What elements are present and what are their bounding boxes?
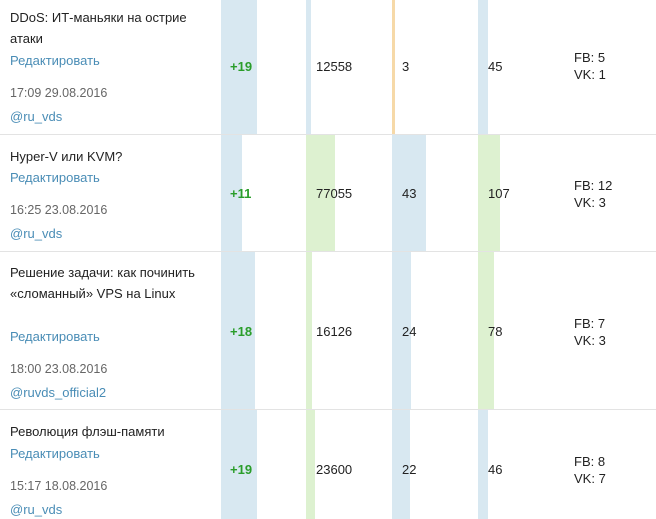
karma-bar [221,252,255,409]
views-value: 77055 [316,186,353,201]
social-shares: FB: 5 VK: 1 [574,49,606,83]
karma-bar [221,410,257,519]
post-title[interactable]: DDoS: ИТ-маньяки на острие атаки [10,10,187,46]
social-shares: FB: 8 VK: 7 [574,453,606,487]
social-shares: FB: 12 VK: 3 [574,177,612,211]
comments-value: 22 [402,462,417,477]
vk-shares: VK: 7 [574,471,606,486]
comments-bar [392,0,395,134]
edit-link[interactable]: Редактировать [10,170,100,185]
facebook-shares: FB: 7 [574,316,606,331]
views-value: 16126 [316,324,353,339]
views-value: 12558 [316,59,353,74]
views-bar [306,410,315,519]
edit-link[interactable]: Редактировать [10,329,100,344]
comments-bar [392,135,426,251]
vk-shares: VK: 1 [574,67,606,82]
table-row: Hyper-V или KVM? Редактировать 16:25 23.… [0,135,656,252]
edit-link[interactable]: Редактировать [10,53,100,68]
favorites-bar [478,410,488,519]
author-link[interactable]: @ruvds_official2 [10,385,107,400]
edit-link[interactable]: Редактировать [10,446,100,461]
comments-bar [392,252,411,409]
post-date: 16:25 23.08.2016 [10,203,108,217]
table-row: Решение задачи: как починить «сломанный»… [0,252,656,410]
vk-shares: VK: 3 [574,333,606,348]
facebook-shares: FB: 8 [574,454,606,469]
views-bar [306,135,335,251]
facebook-shares: FB: 12 [574,178,613,193]
views-bar [306,0,311,134]
karma-value: +19 [230,59,253,74]
karma-value: +19 [230,462,253,477]
karma-bar [221,0,257,134]
favorites-value: 78 [488,324,503,339]
author-link[interactable]: @ru_vds [10,226,63,241]
post-date: 15:17 18.08.2016 [10,479,108,493]
vk-shares: VK: 3 [574,195,606,210]
favorites-bar [478,0,488,134]
karma-value: +18 [230,324,253,339]
social-shares: FB: 7 VK: 3 [574,315,606,349]
favorites-value: 45 [488,59,503,74]
table-row: DDoS: ИТ-маньяки на острие атаки Редакти… [0,0,656,135]
comments-value: 3 [402,59,410,74]
post-title[interactable]: Hyper-V или KVM? [10,149,123,164]
favorites-bar [478,135,500,251]
post-title[interactable]: Революция флэш-памяти [10,424,165,439]
author-link[interactable]: @ru_vds [10,109,63,124]
karma-value: +11 [230,186,252,201]
karma-bar [221,135,242,251]
favorites-bar [478,252,494,409]
post-title[interactable]: Решение задачи: как починить «сломанный»… [10,265,195,301]
comments-value: 24 [402,324,417,339]
views-bar [306,252,312,409]
post-date: 17:09 29.08.2016 [10,86,108,100]
views-value: 23600 [316,462,353,477]
author-link[interactable]: @ru_vds [10,502,63,517]
comments-bar [392,410,410,519]
facebook-shares: FB: 5 [574,50,606,65]
comments-value: 43 [402,186,417,201]
table-row: Революция флэш-памяти Редактировать 15:1… [0,410,656,519]
post-date: 18:00 23.08.2016 [10,362,108,376]
favorites-value: 107 [488,186,510,201]
favorites-value: 46 [488,462,503,477]
